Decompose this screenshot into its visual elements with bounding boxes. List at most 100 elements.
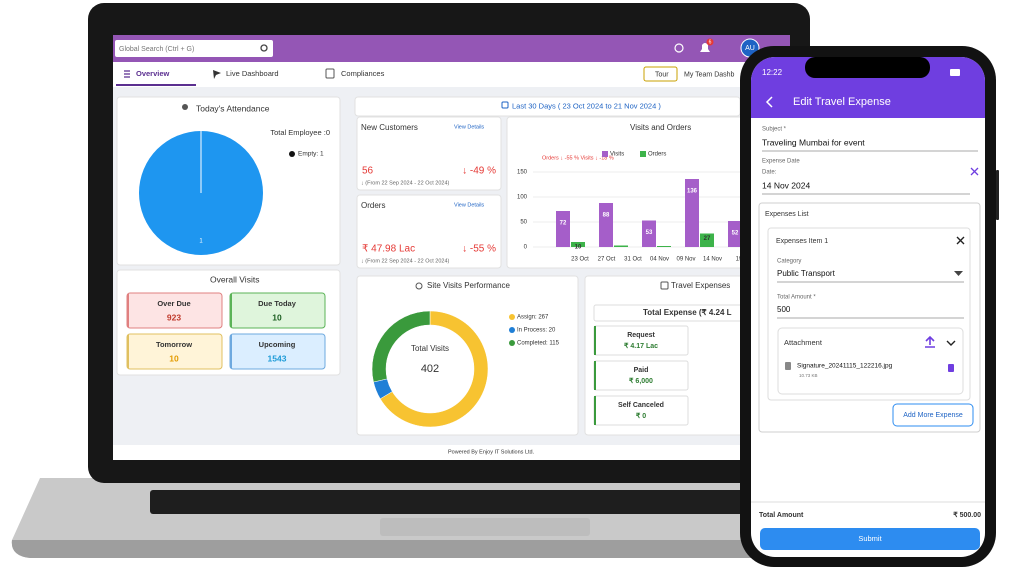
chart-note: Orders ↓ -55 % Visits ↓ -18 % [542,155,614,161]
tile-label: Tomorrow [156,340,192,349]
kpi-card [356,194,502,269]
keyboard [150,490,790,514]
field-label: Subject * [762,127,787,133]
back-arrow[interactable] [765,96,773,108]
legend-dot [509,340,515,346]
legend-swatch [602,151,608,157]
kpi-title: Orders [361,201,385,210]
battery-icon [950,69,960,76]
tab-icon [124,70,130,78]
field-value: Traveling Mumbai for event [762,137,865,147]
tile-value: ₹ 6,000 [629,377,653,385]
tile-value: 10 [272,312,282,322]
tile-label: Request [627,332,655,339]
bell-icon [700,43,710,52]
view-details[interactable]: View Details [454,124,484,130]
clock-icon [674,43,684,53]
notch [805,57,930,78]
field-label: Date: [762,170,777,176]
chevron [946,340,956,346]
pie-slice [379,310,489,428]
field-value: Public Transport [777,269,836,278]
search-icon [260,44,268,52]
tile-value: 1543 [268,353,287,363]
laptop-base-edge [11,540,946,558]
tour-label: Tour [655,71,669,78]
tab[interactable]: Live Dashboard [226,69,279,78]
tile-label: Self Canceled [618,402,664,409]
legend-label: Completed: 115 [517,341,560,347]
bar [685,179,699,247]
bar [700,233,714,247]
add-more-label: Add More Expense [903,412,963,419]
title-icon [660,281,669,290]
bar [571,242,585,247]
chart-title: Site Visits Performance [427,281,511,290]
screen-title: Edit Travel Expense [793,96,891,108]
bar-label: 53 [646,230,653,236]
bar-label: 52 [732,231,739,237]
card-title: Travel Expenses [671,281,730,290]
side-button [996,170,999,220]
footer: Powered By Enjoy IT Solutions Ltd. [448,449,535,455]
y-tick-label: 100 [517,195,528,201]
expense-tile [593,325,689,356]
phone: 12:22 Edit Travel Expense Subject * Traveli… [740,46,999,567]
file-icon [785,362,791,370]
tab[interactable]: Compliances [341,69,385,78]
title-icon [415,282,423,290]
bar-label: 72 [560,221,567,227]
kpi-value: ₹ 47.98 Lac [362,244,415,255]
legend-label: Empty: 1 [298,151,324,158]
dropdown-arrow [954,271,963,276]
field-label: Total Amount * [777,295,816,301]
bar [657,246,671,247]
team-tab: My Team Dashb [684,71,735,78]
search-box [115,40,273,57]
card-title: Overall Visits [210,274,259,284]
user-icon [182,104,188,110]
submit-button[interactable] [760,528,980,550]
upload-icon [925,335,935,348]
add-more-button[interactable] [892,403,974,427]
total-employee: Total Employee :0 [270,128,330,137]
clear-icon [970,167,979,176]
legend-swatch [640,151,646,157]
legend-label: Visits [610,152,624,158]
tile-label: Due Today [258,299,297,308]
bar [614,245,628,247]
y-tick-label: 150 [517,170,528,176]
pie-slice [371,310,431,383]
screen: Global Search (Ctrl + G) 6 AU Overview Live … [113,35,790,460]
field-value: 14 Nov 2024 [762,180,810,190]
bar-label: 10 [575,245,582,251]
submit-label: Submit [858,534,882,543]
file-name: Signature_20241115_122216.jpg [797,363,893,370]
tile-value: ₹ 0 [636,412,646,420]
card-title: Today's Attendance [196,103,270,113]
search-placeholder: Global Search (Ctrl + G) [119,46,194,53]
tile-label: Upcoming [259,340,296,349]
badge [706,38,714,46]
bar [556,211,570,247]
attachment-box [777,327,964,395]
total-expense: Total Expense (₹ 4.24 L [643,308,732,317]
tile-value: ₹ 4.17 Lac [624,342,658,350]
tour-button[interactable] [643,66,678,82]
tab-icon [325,68,335,79]
avatar-initials: AU [745,45,755,52]
kpi-card [356,116,502,191]
bar [642,220,656,247]
kpi-change: ↓ -49 % [462,166,496,177]
bar [599,203,613,247]
expense-tile [593,395,689,426]
x-tick-label: 14 Nov [703,257,722,263]
view-details[interactable]: View Details [454,202,484,208]
legend-dot [289,151,295,157]
bar-label: 27 [704,236,711,242]
tab[interactable]: Overview [136,69,170,78]
tile-label: Paid [634,367,649,374]
close-icon[interactable] [956,236,965,245]
tile-value: 923 [167,312,181,322]
